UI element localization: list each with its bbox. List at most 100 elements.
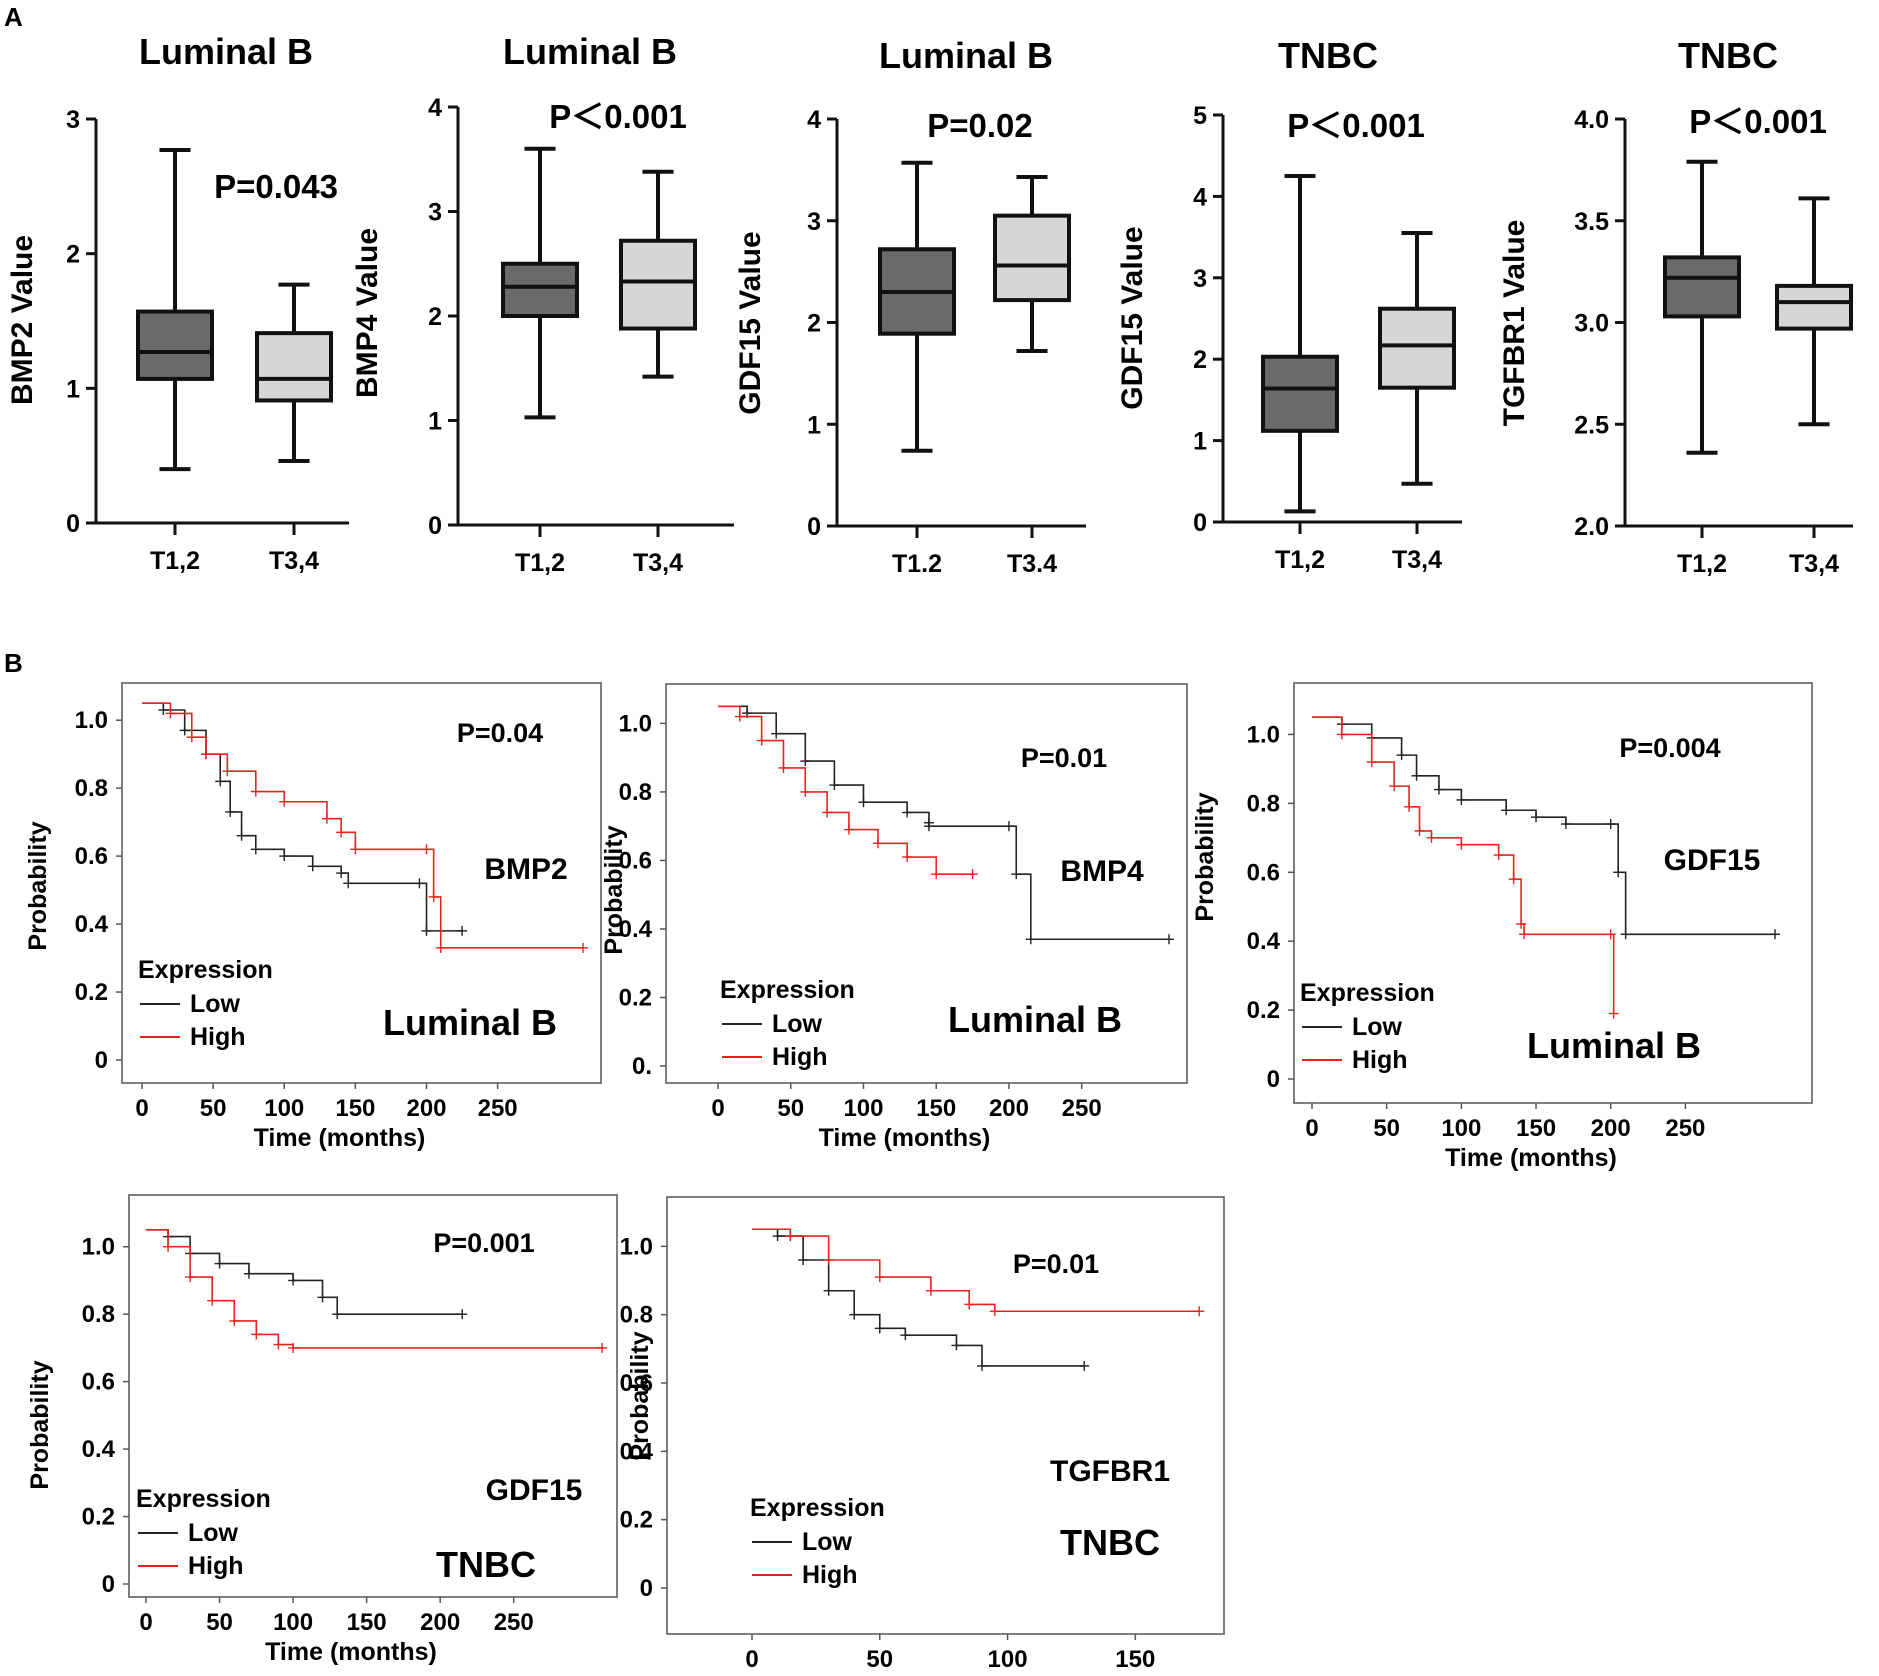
legend-title: Expression: [1300, 979, 1435, 1007]
box-early: [1261, 354, 1339, 433]
boxplot-a2: Luminal B P＜0.001 BMP4 Value 0 1 2 3 4 T1,2 T3,4: [351, 31, 734, 577]
legend-label-low: Low: [1352, 1013, 1403, 1041]
y-tick-label: 1.0: [75, 707, 108, 734]
boxplot-a4: TNBC P＜0.001 GDF15 Value 0 1 2 3 4 5 T1,2 T3,4: [1116, 35, 1462, 574]
y-tick-label: 3.5: [1574, 208, 1609, 236]
y-tick-label: 1: [807, 411, 821, 439]
y-axis-label: Probability: [1191, 792, 1219, 921]
legend-label-low: Low: [188, 1519, 239, 1547]
p-value: P=0.004: [1619, 733, 1720, 763]
p-value: P=0.02: [927, 107, 1033, 144]
km-plot-b5: 050100150Time (months)00.20.40.60.81.0Pr…: [620, 1196, 1225, 1676]
x-tick-label: 200: [989, 1095, 1029, 1122]
legend-label-low: Low: [802, 1528, 853, 1556]
y-tick-label: 0.4: [619, 916, 653, 943]
y-tick-label: 2: [807, 310, 821, 338]
boxplot-a3: Luminal B P=0.02 GDF15 Value 0 1 2 3 4 T1.2 T3.4: [734, 35, 1086, 578]
y-tick-label: 0: [1193, 509, 1207, 537]
y-tick-label: 2.5: [1574, 411, 1609, 439]
y-tick-label: 0.4: [620, 1438, 654, 1465]
y-tick-label: 0: [807, 513, 821, 541]
box-late: [255, 331, 333, 403]
x-tick-label: 50: [777, 1095, 804, 1122]
survival-curve-high: [752, 1228, 1200, 1313]
y-tick-label: 0.: [632, 1053, 652, 1080]
y-tick-label: 2.0: [1574, 513, 1609, 541]
x-axis-label: Time (months): [819, 1124, 991, 1152]
y-tick-label: 0.4: [75, 911, 109, 938]
x-tick-label: T1,2: [515, 549, 565, 577]
gene-label: GDF15: [486, 1474, 583, 1507]
y-tick-label: 0.6: [75, 843, 108, 870]
legend-title: Expression: [720, 976, 855, 1004]
x-tick-label: 150: [1516, 1115, 1556, 1142]
box-early: [1663, 255, 1741, 319]
y-tick-label: 0: [102, 1571, 115, 1598]
subtype-label: TNBC: [1060, 1522, 1160, 1563]
y-tick-label: 0: [428, 512, 442, 540]
p-value: P＜0.001: [549, 98, 687, 135]
gene-label: BMP4: [1060, 855, 1144, 888]
y-tick-label: 0.2: [1247, 997, 1280, 1024]
legend-label-high: High: [802, 1561, 858, 1589]
gene-label: TGFBR1: [1050, 1455, 1170, 1488]
p-value: P=0.043: [214, 168, 338, 205]
y-axis-label: Probability: [626, 1331, 654, 1460]
chart-title: TNBC: [1278, 35, 1378, 76]
p-value: P＜0.001: [1689, 103, 1827, 140]
y-axis-label: Probability: [600, 825, 628, 954]
chart-title: TNBC: [1678, 35, 1778, 76]
y-tick-label: 0.2: [75, 979, 108, 1006]
chart-title: Luminal B: [139, 31, 313, 72]
plot-frame: [666, 1196, 1225, 1635]
survival-curve-high: [1312, 716, 1615, 1014]
y-axis-label: Probability: [24, 821, 52, 950]
y-tick-label: 4: [428, 94, 442, 122]
plot-frame: [665, 683, 1188, 1084]
km-plot-b4: 0 50 100 150 200 250 Time (months) 0 0.2 0.4 0.6 0.…: [26, 1194, 618, 1666]
x-tick-label: 150: [335, 1095, 375, 1122]
x-tick-label: 200: [406, 1095, 446, 1122]
survival-curve-low: [718, 705, 1169, 941]
subtype-label: Luminal B: [1527, 1025, 1701, 1066]
x-tick-label: 250: [494, 1609, 534, 1636]
y-tick-label: 4: [807, 106, 821, 134]
x-tick-label: 250: [1062, 1095, 1102, 1122]
x-tick-label: 0: [139, 1609, 152, 1636]
y-tick-label: 0: [640, 1575, 653, 1602]
chart-title: Luminal B: [879, 35, 1053, 76]
p-value: P=0.001: [433, 1228, 534, 1258]
y-tick-label: 0.8: [620, 1302, 653, 1329]
y-tick-label: 5: [1193, 102, 1207, 130]
x-tick-label: 100: [1441, 1115, 1481, 1142]
legend-label-high: High: [188, 1552, 244, 1580]
x-tick-label: 150: [347, 1609, 387, 1636]
y-tick-label: 0.2: [82, 1504, 115, 1531]
y-tick-label: 1: [66, 375, 80, 403]
x-tick-label: T1,2: [150, 547, 200, 575]
y-tick-label: 0.4: [1247, 928, 1281, 955]
p-value: P=0.01: [1013, 1249, 1099, 1279]
y-tick-label: 0.8: [619, 779, 652, 806]
y-tick-label: 0: [1267, 1066, 1280, 1093]
plot-frame: [128, 1194, 618, 1598]
subtype-label: Luminal B: [948, 999, 1122, 1040]
y-tick-label: 0: [66, 510, 80, 538]
y-tick-label: 0.8: [75, 775, 108, 802]
y-tick-label: 0.6: [1247, 859, 1280, 886]
p-value: P=0.01: [1021, 743, 1107, 773]
y-tick-label: 0.6: [82, 1369, 115, 1396]
x-tick-label: 50: [1373, 1115, 1400, 1142]
y-tick-label: 2: [428, 303, 442, 331]
y-tick-label: 1: [1193, 428, 1207, 456]
legend-label-high: High: [1352, 1046, 1408, 1074]
km-plot-b1: 0 50 100 150 200 250 Time (months) 0 0.2 0.4 0.6 0.…: [24, 682, 602, 1152]
x-tick-label: T3.4: [1007, 550, 1057, 578]
y-tick-label: 4.0: [1574, 106, 1609, 134]
x-tick-label: 100: [988, 1646, 1028, 1673]
y-tick-label: 1.0: [620, 1233, 653, 1260]
y-tick-label: 1.0: [1247, 721, 1280, 748]
y-tick-label: 0.4: [82, 1436, 116, 1463]
